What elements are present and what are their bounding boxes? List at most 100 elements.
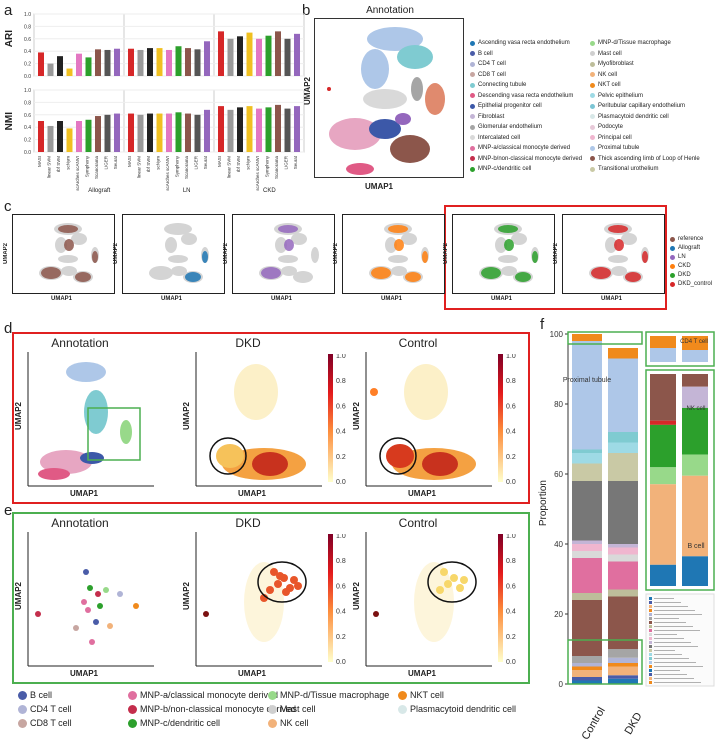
inset-seg xyxy=(650,424,676,468)
nmi-bar-allograft-2 xyxy=(57,121,63,152)
method-tick: Seurat xyxy=(203,155,208,169)
f-mini-legend-swatch xyxy=(649,617,652,620)
nmi-bar-ckd-7 xyxy=(284,108,291,152)
background-cells xyxy=(605,237,617,253)
highlight-circle xyxy=(257,561,307,603)
method-tick: MASI xyxy=(217,156,222,167)
dataset-umap-row: UMAP1 UMAP2 UMAP1 UMAP2 UMAP1 UMAP2 UMAP1 UMAP2… xyxy=(0,210,720,310)
nmi-ytick: 0.6 xyxy=(24,113,31,119)
f-bar-segment-0-8 xyxy=(572,558,602,593)
panel-e-legend: B cell CD4 T cell CD8 T cell MNP-a/classica… xyxy=(18,690,538,734)
nmi-bar-allograft-4 xyxy=(76,121,82,152)
nmi-bar-ckd-0 xyxy=(218,106,224,152)
panel-e-content: Annotation UMAP1 UMAP2 DKD 1.0 0.8 0.6 0.4 0.2 0.… xyxy=(12,512,530,684)
dataset-label: DKD_control xyxy=(678,281,713,287)
legend-label: CD8 T cell xyxy=(478,71,506,78)
legend-label: Pelvic epithelium xyxy=(598,92,644,99)
cell-legend-swatch xyxy=(18,718,27,728)
colorbar-tick: 0.0 xyxy=(336,659,346,664)
background-cells xyxy=(608,255,628,263)
f-bar-segment-1-5 xyxy=(608,649,638,658)
nmi-bar-ln-5 xyxy=(175,112,182,152)
e-plot-0 xyxy=(27,532,154,667)
method-tick: Scanorama xyxy=(94,156,99,180)
method-tick: scNym xyxy=(156,156,161,170)
density-point xyxy=(373,611,379,617)
background-cells xyxy=(293,271,313,283)
inset-seg xyxy=(650,420,676,425)
ari-bar-allograft-5 xyxy=(85,57,92,76)
cell-legend-swatch xyxy=(398,690,407,700)
nmi-bar-ln-0 xyxy=(128,113,134,152)
dataset-umap-plot xyxy=(149,223,209,283)
cell-legend-item: B cell xyxy=(18,690,52,700)
ari-bar-ln-3 xyxy=(156,48,163,76)
background-cells xyxy=(391,266,407,276)
cell-legend-item: CD4 T cell xyxy=(18,704,72,714)
inset-seg xyxy=(650,484,676,565)
f-bar-segment-1-3 xyxy=(608,663,638,667)
method-tick: scArches scANVI xyxy=(255,156,260,191)
umap-xlabel: UMAP1 xyxy=(70,669,99,678)
f-bar-segment-0-14 xyxy=(572,453,602,464)
highlight-cells xyxy=(504,239,514,251)
colorbar: 1.0 0.8 0.6 0.4 0.2 0.0 xyxy=(328,354,346,484)
umap-ylabel: UMAP2 xyxy=(14,582,23,611)
legend-item: NKT cell xyxy=(590,82,621,88)
f-bar-segment-0-3 xyxy=(572,666,602,670)
legend-item: Myofibroblast xyxy=(590,61,634,67)
umap-ylabel: UMAP2 xyxy=(352,402,361,431)
density-point xyxy=(290,576,298,584)
highlight-cells xyxy=(75,272,91,282)
panel-d-content: Annotation UMAP1 UMAP2 DKD 1.0 0.8 0.6 0.4 0.2 0.… xyxy=(12,332,530,504)
cell-point xyxy=(35,611,41,617)
inset-seg xyxy=(650,336,676,348)
annotation-umap-frame: Annotation UMAP1 UMAP2 xyxy=(303,5,464,191)
method-tick: scNym xyxy=(66,156,71,170)
dataset-label: LN xyxy=(678,254,686,260)
colorbar-tick: 0.8 xyxy=(506,558,516,565)
umap-xlabel: UMAP1 xyxy=(408,489,437,498)
cell-legend-swatch xyxy=(18,690,27,700)
density-point xyxy=(450,574,458,582)
ari-bar-ckd-3 xyxy=(246,32,253,76)
f-mini-legend-swatch xyxy=(649,633,652,636)
panel-label-e: e xyxy=(4,502,13,519)
dataset-umap-1: UMAP1 UMAP2 xyxy=(113,214,225,302)
cell-legend-label: MNP-a/classical monocyte derived xyxy=(140,690,279,700)
colorbar-tick: 0.8 xyxy=(506,378,516,385)
background-cells xyxy=(291,233,307,245)
cell-point xyxy=(73,625,79,631)
row-title-0: Annotation xyxy=(51,336,109,350)
legend-label: Peritubular capillary endothelium xyxy=(598,103,686,109)
dataset-legend-item: CKD xyxy=(670,263,691,269)
density-region xyxy=(422,452,458,476)
f-bar-segment-0-10 xyxy=(572,544,602,551)
f-bar-segment-0-2 xyxy=(572,670,602,677)
umap-ylabel: UMAP2 xyxy=(223,243,229,265)
dataset-umap-plot xyxy=(39,223,99,283)
dataset-umap-plot xyxy=(369,223,429,283)
f-mini-legend-swatch xyxy=(649,681,652,684)
legend-label: Myofibroblast xyxy=(598,61,634,67)
legend-swatch xyxy=(470,82,475,88)
density-point xyxy=(294,582,302,590)
dataset-label: Allograft xyxy=(678,245,701,251)
cell-legend-item: CD8 T cell xyxy=(18,718,72,728)
density-point xyxy=(276,572,284,580)
highlight-cells xyxy=(498,225,518,233)
f-mini-legend-swatch xyxy=(649,597,652,600)
colorbar-tick: 0.4 xyxy=(506,609,516,616)
legend-item: Transitional urothelium xyxy=(590,166,658,172)
umap-ylabel: UMAP2 xyxy=(182,402,191,431)
cell-cluster xyxy=(40,450,92,474)
cell-cluster xyxy=(80,452,104,464)
legend-item: MNP-a/classical monocyte derived xyxy=(470,145,570,151)
background-cells xyxy=(278,255,298,263)
cell-legend-item: NKT cell xyxy=(398,690,444,700)
f-bar-segment-1-14 xyxy=(608,442,638,453)
background-cells xyxy=(401,233,417,245)
f-mini-legend-swatch xyxy=(649,605,652,608)
highlight-circle xyxy=(209,437,247,475)
cell-legend-swatch xyxy=(128,690,137,700)
